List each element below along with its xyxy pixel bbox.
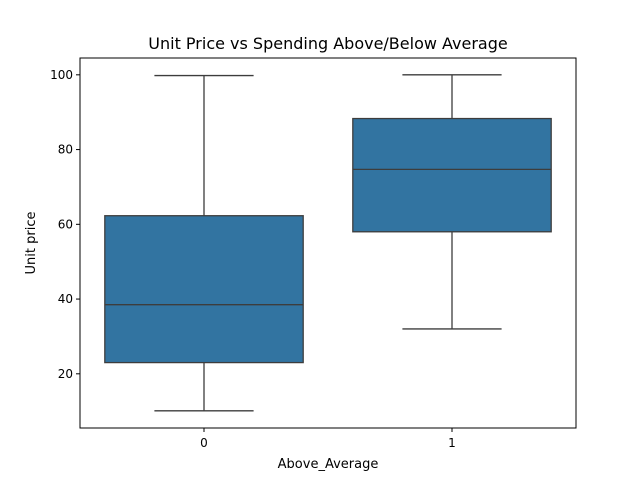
- plot-frame: [79, 57, 577, 429]
- box-0: [104, 74, 304, 412]
- y-tick-label: 20: [58, 367, 73, 381]
- y-tick-label: 40: [58, 292, 73, 306]
- y-tick-label: 80: [58, 143, 73, 157]
- x-axis-label: Above_Average: [278, 457, 379, 472]
- box-group: [104, 74, 552, 412]
- x-tick-label: 1: [448, 436, 456, 450]
- x-tick-label: 0: [200, 436, 208, 450]
- box-iqr: [104, 215, 304, 364]
- box-iqr: [352, 117, 552, 233]
- y-axis-label: Unit price: [24, 212, 39, 275]
- y-axis: 20 40 60 80 100: [50, 68, 80, 381]
- chart-title: Unit Price vs Spending Above/Below Avera…: [148, 34, 507, 53]
- y-tick-label: 100: [50, 68, 73, 82]
- y-tick-label: 60: [58, 217, 73, 231]
- box-1: [352, 74, 552, 330]
